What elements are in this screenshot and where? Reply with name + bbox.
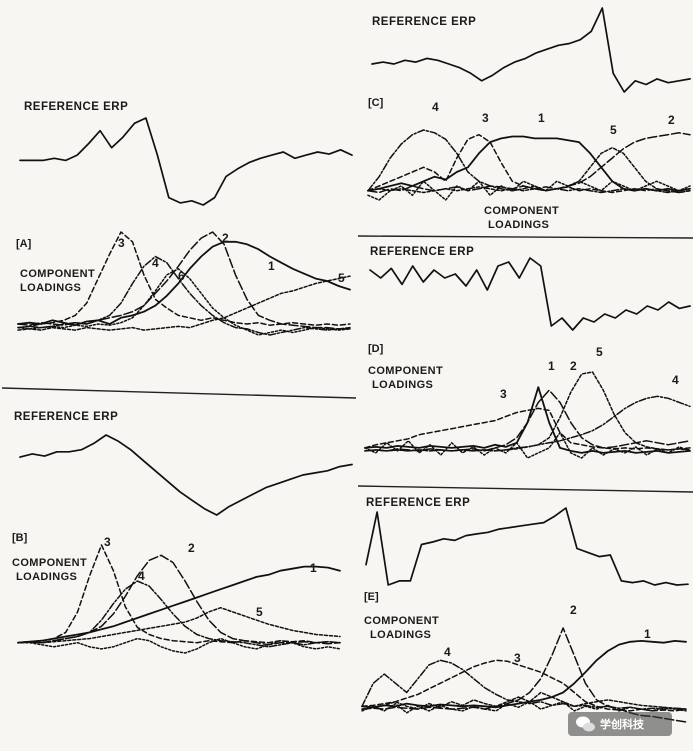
panel-b-component-4-label: 4 xyxy=(138,569,145,583)
panel-a-component-label-line2: LOADINGS xyxy=(20,282,81,294)
panel-c: REFERENCE ERP [C] COMPONENT LOADINGS 1 2 3… xyxy=(367,7,691,231)
panel-e: REFERENCE ERP [E] COMPONENT LOADINGS 1 2 3… xyxy=(361,497,689,723)
panel-b-reference-erp-line xyxy=(19,434,353,516)
panel-c-component-4-label: 4 xyxy=(432,100,439,114)
panel-d-component-unlabeled-5-line xyxy=(364,431,691,459)
wechat-icon xyxy=(576,716,595,732)
panel-e-reference-erp xyxy=(365,507,689,586)
panel-e-component-unlabeled-5-line xyxy=(361,700,687,714)
panel-a-component-4-line xyxy=(17,255,351,336)
panel-d-letter: [D] xyxy=(368,343,384,355)
panel-a-component-6-line xyxy=(17,268,351,336)
panel-b-component-loadings: 1 2 3 4 5 xyxy=(17,535,341,654)
panel-c-component-5-label: 5 xyxy=(610,123,617,137)
panel-a-reference-erp-line xyxy=(19,117,353,206)
panel-d-component-5-line xyxy=(364,371,691,452)
panel-b-component-1-label: 1 xyxy=(310,561,317,575)
panel-e-component-unlabeled-4-line xyxy=(361,691,687,710)
panel-a-reference-erp xyxy=(19,117,353,206)
panel-a-reference-label: REFERENCE ERP xyxy=(24,101,128,113)
panel-c-letter: [C] xyxy=(368,97,384,109)
panel-c-component-3-label: 3 xyxy=(482,111,489,125)
panel-b-component-label-line2: LOADINGS xyxy=(16,571,77,583)
panel-e-letter: [E] xyxy=(364,591,379,603)
panel-d-component-1-label: 1 xyxy=(548,359,555,373)
panel-b-reference-erp xyxy=(19,434,353,516)
divider-left xyxy=(1,387,357,399)
panel-d-component-3-line xyxy=(364,407,691,451)
panel-a-component-3-label: 3 xyxy=(118,236,125,250)
panel-c-component-loadings: 1 2 3 4 5 xyxy=(367,100,691,201)
panel-e-reference-erp-line xyxy=(365,507,689,586)
panel-c-component-3-line xyxy=(367,133,691,194)
panel-d-component-5-label: 5 xyxy=(596,345,603,359)
panel-c-reference-erp-line xyxy=(371,7,691,93)
panel-d-reference-erp-line xyxy=(369,257,691,331)
panel-c-component-4-line xyxy=(367,129,691,194)
panel-c-component-label-line2: LOADINGS xyxy=(488,219,549,231)
panel-a-component-4-label: 4 xyxy=(152,256,159,270)
panel-b-component-5-label: 5 xyxy=(256,605,263,619)
panel-b-component-label-line1: COMPONENT xyxy=(12,557,87,569)
panel-d-reference-erp xyxy=(369,257,691,331)
watermark-backdrop xyxy=(568,712,672,736)
panel-e-component-3-label: 3 xyxy=(514,651,521,665)
panel-c-reference-label: REFERENCE ERP xyxy=(372,16,476,28)
divider-right-1 xyxy=(357,235,693,239)
panel-d-component-label-line2: LOADINGS xyxy=(372,379,433,391)
panel-a-component-5-line xyxy=(17,275,351,331)
panel-b-component-1-line xyxy=(17,565,341,644)
panel-c-component-label-line1: COMPONENT xyxy=(484,205,559,217)
panel-e-component-label-line2: LOADINGS xyxy=(370,629,431,641)
panel-a-component-1-line xyxy=(17,240,351,327)
panel-a-component-1-label: 1 xyxy=(268,259,275,273)
panel-a-letter: [A] xyxy=(16,238,32,250)
panel-b-component-unlabeled-5-line xyxy=(17,637,341,654)
panel-a-component-3-line xyxy=(17,231,351,329)
watermark-text: 学创科技 xyxy=(600,717,645,731)
panel-c-component-1-line xyxy=(367,135,691,192)
panel-c-component-unlabeled-5-line xyxy=(367,180,691,201)
panel-d-component-3-label: 3 xyxy=(500,387,507,401)
divider-right-2 xyxy=(357,485,693,493)
panel-b-component-2-label: 2 xyxy=(188,541,195,555)
panel-a: REFERENCE ERP [A] COMPONENT LOADINGS 1 2 3… xyxy=(16,101,353,336)
panel-e-component-1-label: 1 xyxy=(644,627,651,641)
panel-c-component-5-line xyxy=(367,146,691,194)
panel-d-component-label-line1: COMPONENT xyxy=(368,365,443,377)
panel-b-component-4-line xyxy=(17,580,341,648)
panel-a-component-loadings: 1 2 3 4 5 6 xyxy=(17,231,351,336)
panel-e-component-label-line1: COMPONENT xyxy=(364,615,439,627)
panel-e-component-2-label: 2 xyxy=(570,603,577,617)
panel-e-component-3-line xyxy=(361,659,687,712)
panel-c-reference-erp xyxy=(371,7,691,93)
panel-b-component-3-label: 3 xyxy=(104,535,111,549)
panel-d-component-2-label: 2 xyxy=(570,359,577,373)
panel-b-letter: [B] xyxy=(12,532,28,544)
panel-b: REFERENCE ERP [B] COMPONENT LOADINGS 1 2 3… xyxy=(12,411,353,654)
panel-d: REFERENCE ERP [D] COMPONENT LOADINGS 1 2 3… xyxy=(364,246,691,459)
panel-e-component-loadings: 1 2 3 4 xyxy=(361,603,687,723)
panel-b-reference-label: REFERENCE ERP xyxy=(14,411,118,423)
panel-d-reference-label: REFERENCE ERP xyxy=(370,246,474,258)
panel-d-component-loadings: 1 2 3 4 5 xyxy=(364,345,691,459)
panel-d-component-4-label: 4 xyxy=(672,373,679,387)
panel-a-component-2-label: 2 xyxy=(222,231,229,245)
watermark: 学创科技 xyxy=(568,712,672,736)
panel-a-component-label-line1: COMPONENT xyxy=(20,268,95,280)
panel-a-component-5-label: 5 xyxy=(338,271,345,285)
panel-d-component-1-line xyxy=(364,386,691,454)
panel-c-component-1-label: 1 xyxy=(538,111,545,125)
panel-b-component-5-line xyxy=(17,606,341,644)
panel-e-reference-label: REFERENCE ERP xyxy=(366,497,470,509)
panel-a-component-6-label: 6 xyxy=(178,269,185,283)
panel-e-component-4-label: 4 xyxy=(444,645,451,659)
panel-c-component-2-label: 2 xyxy=(668,113,675,127)
